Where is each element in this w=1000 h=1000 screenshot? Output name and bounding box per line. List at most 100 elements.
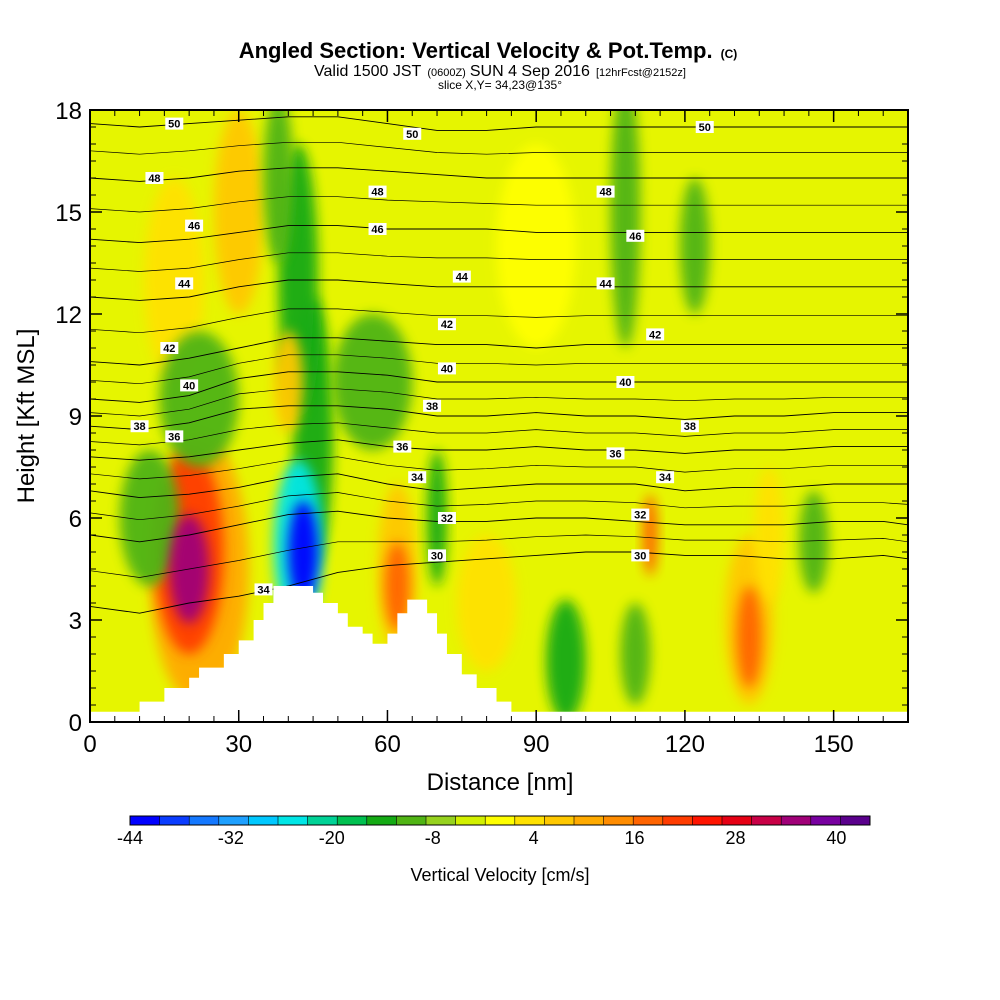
contour-label-bg <box>631 508 650 521</box>
contour-label-bg <box>254 583 273 596</box>
contour-label: 32 <box>437 512 456 525</box>
contour-label-bg <box>646 328 665 341</box>
contour-label-text: 42 <box>163 343 175 355</box>
isentrope-36 <box>90 439 908 461</box>
contour-label-bg <box>695 121 714 133</box>
colorbar-swatch <box>455 816 486 825</box>
velocity-cell <box>332 314 413 450</box>
contour-label-bg <box>145 172 164 184</box>
contour-label-text: 32 <box>441 513 453 525</box>
x-tick-label: 90 <box>523 731 550 758</box>
contour-label: 46 <box>626 229 645 243</box>
isentrope-32 <box>90 510 908 543</box>
colorbar-swatch <box>722 816 753 825</box>
contour-label: 40 <box>437 362 456 375</box>
y-tick-label: 6 <box>69 506 82 533</box>
contour-label-bg <box>631 549 650 562</box>
colorbar-tick-label: -44 <box>117 828 143 848</box>
contour-label: 38 <box>680 420 699 433</box>
contour-label-text: 34 <box>411 472 424 484</box>
colorbar-swatch <box>574 816 605 825</box>
isentrope-38 <box>90 405 908 431</box>
velocity-cell <box>546 599 586 722</box>
contour-label-layer: 50 50 50 48 48 48 46 46 46 44 44 44 42 42 42 40 40 40 38 38… <box>130 117 714 596</box>
colorbar-swatch <box>810 816 841 825</box>
contour-label-text: 48 <box>599 187 611 199</box>
velocity-cell <box>798 490 829 593</box>
velocity-cell <box>754 467 785 603</box>
velocity-cell <box>119 450 180 586</box>
colorbar-swatch <box>662 816 693 825</box>
velocity-cell <box>384 541 410 631</box>
colorbar-swatch <box>307 816 338 825</box>
title-line1: Angled Section: Vertical Velocity & Pot.… <box>239 38 738 63</box>
isentrope-50 <box>90 116 908 131</box>
contour-label-bg <box>130 420 149 433</box>
contour-label: 36 <box>606 447 625 460</box>
contour-label-bg <box>423 399 442 412</box>
velocity-cell <box>213 110 264 314</box>
colorbar-swatch <box>248 816 279 825</box>
contour-label-text: 32 <box>634 510 646 522</box>
contour-label: 34 <box>656 471 675 484</box>
contour-label: 48 <box>368 185 387 199</box>
contour-label: 48 <box>596 185 615 199</box>
y-tick-label: 15 <box>55 200 82 227</box>
x-tick-label: 120 <box>665 731 705 758</box>
colorbar-tick-label: 28 <box>725 828 745 848</box>
contour-label: 50 <box>165 117 184 131</box>
plot-area: 50 50 50 48 48 48 46 46 46 44 44 44 42 42 42 40 40 40 38 38… <box>90 110 908 722</box>
contour-label-text: 46 <box>629 231 641 243</box>
colorbar-swatch <box>751 816 782 825</box>
title-line2: Valid 1500 JST (0600Z) SUN 4 Sep 2016 [12hr… <box>314 63 686 80</box>
contour-label: 32 <box>631 508 650 522</box>
y-tick-label: 18 <box>55 98 82 125</box>
colorbar-frame <box>129 815 871 826</box>
contour-label-bg <box>437 318 456 331</box>
colorbar-tick-label: -20 <box>319 828 345 848</box>
isentrope-34 <box>90 473 908 499</box>
isentrope-42 <box>90 337 908 366</box>
contour-label-text: 38 <box>426 401 438 413</box>
contour-label: 30 <box>428 549 447 562</box>
colorbar-swatch <box>130 816 161 825</box>
contour-label-bg <box>437 512 456 524</box>
isentrope-minor <box>90 354 908 385</box>
contour-label-text: 42 <box>649 329 661 341</box>
vertical-velocity-field <box>119 110 829 722</box>
x-tick-label: 30 <box>225 731 252 758</box>
contour-label: 38 <box>130 420 149 433</box>
velocity-cell <box>736 586 762 688</box>
contour-label-text: 48 <box>148 173 160 185</box>
isentrope-44 <box>90 279 908 301</box>
contour-label: 40 <box>616 376 635 389</box>
y-axis-title: Height [Kft MSL] <box>13 329 40 504</box>
contour-label-text: 44 <box>456 272 469 284</box>
contour-label-text: 40 <box>441 363 453 375</box>
isentrope-minor <box>90 196 908 213</box>
isentrope-layer <box>90 116 908 614</box>
x-tick-label: 0 <box>83 731 96 758</box>
contour-label-bg <box>596 277 615 290</box>
isentrope-minor <box>90 141 908 155</box>
velocity-cell <box>610 110 641 348</box>
isentrope-minor <box>90 492 908 521</box>
contour-label: 30 <box>631 549 650 562</box>
contour-label: 34 <box>408 471 427 484</box>
contour-label-text: 40 <box>183 380 195 392</box>
contour-label: 50 <box>403 127 422 141</box>
contour-label-bg <box>180 379 199 392</box>
contour-label-bg <box>165 430 184 443</box>
isentrope-minor <box>90 252 908 272</box>
isentrope-40 <box>90 371 908 403</box>
colorbar-tick-label: -8 <box>425 828 441 848</box>
contour-label-text: 36 <box>168 431 180 443</box>
title-slice: slice X,Y= 34,23@135° <box>438 78 562 92</box>
colorbar-title: Vertical Velocity [cm/s] <box>410 865 589 885</box>
colorbar-tick-label: -32 <box>218 828 244 848</box>
velocity-cell <box>642 494 658 576</box>
y-tick-label: 0 <box>69 710 82 737</box>
isentrope-minor <box>90 456 908 480</box>
x-tick-label: 60 <box>374 731 401 758</box>
